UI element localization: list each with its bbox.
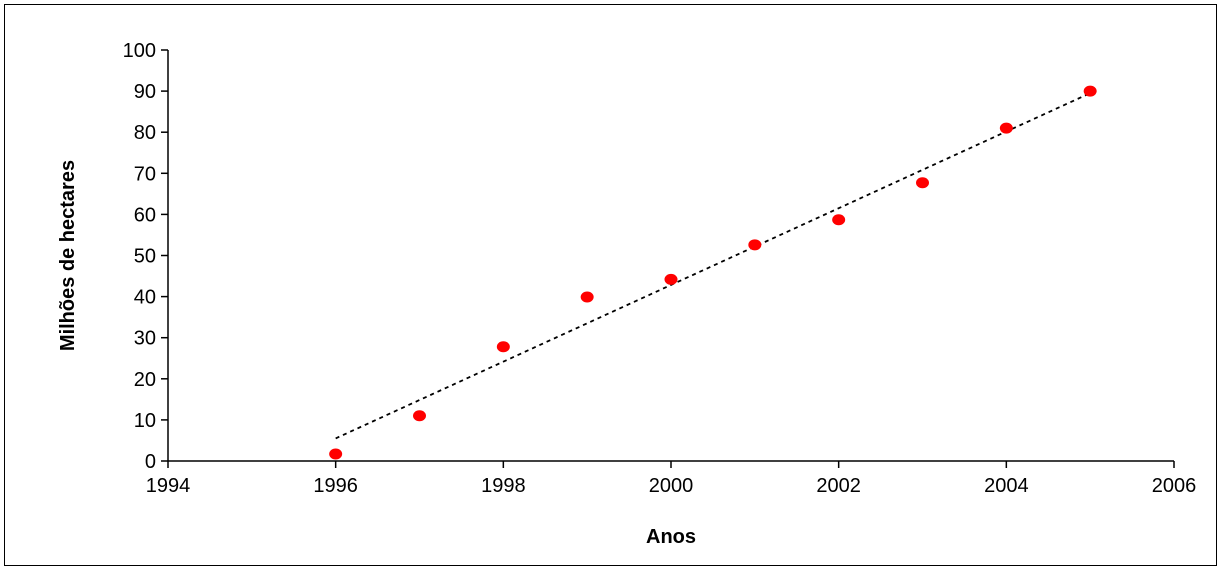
data-point — [496, 341, 510, 353]
y-tick-label: 100 — [123, 40, 156, 62]
trendline — [335, 92, 1091, 440]
y-tick-label: 20 — [134, 369, 156, 391]
y-tick-label: 50 — [134, 246, 156, 268]
y-tick-label: 30 — [134, 328, 156, 350]
data-point — [413, 410, 426, 422]
data-point — [329, 448, 343, 460]
chart-frame — [4, 4, 1217, 566]
x-tick-label: 2000 — [649, 475, 694, 497]
data-point — [916, 177, 929, 189]
data-points — [329, 85, 1097, 460]
x-axis: 1994 1996 1998 2000 2002 2004 2006 — [146, 460, 1197, 497]
x-tick-label: 2006 — [1152, 475, 1197, 497]
y-tick-label: 40 — [134, 287, 156, 309]
data-point — [1083, 85, 1097, 97]
x-axis-title: Anos — [646, 526, 696, 548]
data-point — [580, 291, 594, 303]
y-tick-label: 90 — [134, 81, 156, 103]
x-tick-label: 1998 — [481, 475, 526, 497]
y-tick-label: 70 — [134, 163, 156, 185]
x-tick-label: 1994 — [146, 475, 191, 497]
data-point — [999, 122, 1013, 134]
y-axis: 0 10 20 30 40 50 60 70 80 90 100 — [123, 40, 169, 473]
x-tick-label: 2004 — [984, 475, 1029, 497]
y-tick-label: 0 — [145, 451, 156, 473]
data-point — [748, 239, 762, 251]
x-tick-label: 1996 — [313, 475, 358, 497]
x-tick-label: 2002 — [816, 475, 861, 497]
y-tick-label: 60 — [134, 204, 156, 226]
y-axis-title: Milhões de hectares — [57, 160, 79, 351]
data-point — [832, 214, 846, 226]
y-tick-label: 10 — [134, 410, 156, 432]
y-tick-label: 80 — [134, 122, 156, 144]
data-point — [664, 273, 678, 285]
